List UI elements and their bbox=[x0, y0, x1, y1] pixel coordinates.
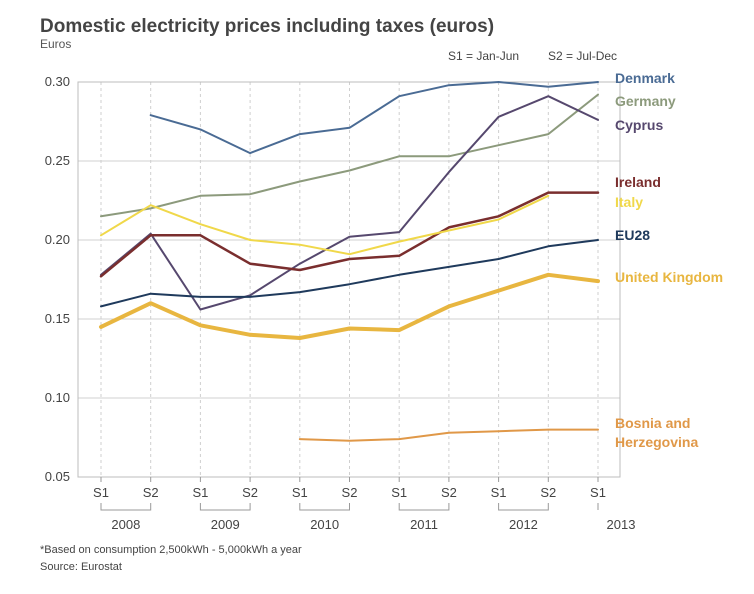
axes: 0.05 0.10 0.15 0.20 0.25 0.30 S1 S2 S1 S2 S1 S2 S1 S2… bbox=[45, 74, 636, 532]
legend-note-s1: S1 = Jan-Jun bbox=[448, 49, 519, 63]
y-tick-label: 0.15 bbox=[45, 311, 70, 326]
series-lines bbox=[99, 81, 600, 442]
series-line-italy bbox=[100, 194, 550, 256]
year-bracket bbox=[299, 503, 350, 511]
series-label-bosnia-and-herzegovina: Bosnia and bbox=[615, 415, 690, 431]
year-label: 2012 bbox=[509, 517, 538, 532]
x-tick-label: S2 bbox=[540, 485, 556, 500]
chart-title: Domestic electricity prices including ta… bbox=[40, 16, 494, 37]
series-labels: Denmark Germany Cyprus Ireland Italy EU28 Unit… bbox=[615, 70, 723, 450]
x-tick-label: S2 bbox=[441, 485, 457, 500]
series-label-bosnia-and-herzegovina: Herzegovina bbox=[615, 434, 698, 450]
x-tick-label: S1 bbox=[292, 485, 308, 500]
series-label-cyprus: Cyprus bbox=[615, 117, 663, 133]
x-tick-label: S1 bbox=[93, 485, 109, 500]
footnote: *Based on consumption 2,500kWh - 5,000kW… bbox=[40, 544, 302, 556]
series-label-denmark: Denmark bbox=[615, 70, 675, 86]
year-bracket bbox=[100, 503, 152, 511]
year-bracket bbox=[199, 503, 251, 511]
x-tick-label: S1 bbox=[192, 485, 208, 500]
series-line-eu28 bbox=[100, 239, 599, 308]
year-bracket bbox=[398, 503, 450, 511]
x-tick-label: S1 bbox=[391, 485, 407, 500]
legend-note-s2: S2 = Jul-Dec bbox=[548, 49, 617, 63]
y-tick-label: 0.30 bbox=[45, 74, 70, 89]
series-label-italy: Italy bbox=[615, 194, 643, 210]
x-tick-label: S2 bbox=[242, 485, 258, 500]
x-tick-label: S2 bbox=[342, 485, 358, 500]
y-tick-label: 0.20 bbox=[45, 232, 70, 247]
series-label-eu28: EU28 bbox=[615, 227, 650, 243]
source: Source: Eurostat bbox=[40, 561, 122, 573]
year-bracket bbox=[498, 503, 549, 511]
series-line-ireland bbox=[99, 191, 600, 278]
series-label-ireland: Ireland bbox=[615, 174, 661, 190]
y-axis-label: Euros bbox=[40, 37, 71, 51]
year-label: 2011 bbox=[410, 517, 438, 532]
series-label-germany: Germany bbox=[615, 93, 676, 109]
series-line-cyprus bbox=[100, 95, 599, 311]
y-tick-label: 0.05 bbox=[45, 469, 70, 484]
x-tick-label: S1 bbox=[590, 485, 606, 500]
series-line-denmark bbox=[149, 81, 599, 155]
x-tick-label: S1 bbox=[491, 485, 507, 500]
y-tick-label: 0.25 bbox=[45, 153, 70, 168]
year-label: 2013 bbox=[607, 517, 636, 532]
year-label: 2010 bbox=[310, 517, 339, 532]
y-tick-label: 0.10 bbox=[45, 390, 70, 405]
series-label-united-kingdom: United Kingdom bbox=[615, 269, 723, 285]
year-label: 2008 bbox=[111, 517, 140, 532]
series-line-germany bbox=[100, 93, 599, 218]
year-label: 2009 bbox=[211, 517, 240, 532]
x-tick-label: S2 bbox=[143, 485, 159, 500]
series-line-united-kingdom bbox=[99, 272, 600, 340]
series-line-bosnia-and-herzegovina bbox=[298, 428, 599, 442]
